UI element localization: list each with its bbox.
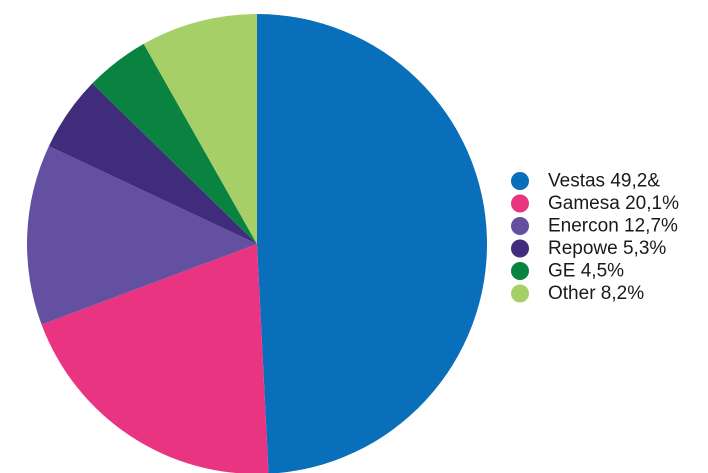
legend-label-1: Gamesa 20,1% bbox=[548, 193, 679, 214]
legend-swatch-2 bbox=[511, 217, 529, 235]
legend-label-4: GE 4,5% bbox=[548, 261, 624, 282]
pie-slice-3 bbox=[48, 83, 257, 244]
legend-swatch-3 bbox=[511, 239, 529, 258]
legend-swatch-5 bbox=[511, 284, 529, 303]
pie-slice-2 bbox=[26, 146, 257, 325]
legend-label-0: Vestas 49,2& bbox=[548, 171, 660, 192]
pie-slice-0 bbox=[257, 14, 488, 473]
legend-label-3: Repowe 5,3% bbox=[548, 238, 666, 259]
pie-slice-1 bbox=[41, 244, 269, 473]
legend-swatch-4 bbox=[511, 262, 529, 280]
pie-slice-4 bbox=[92, 43, 257, 244]
legend-swatch-0 bbox=[511, 172, 529, 190]
pie-slices bbox=[26, 14, 488, 473]
legend-label-5: Other 8,2% bbox=[548, 283, 644, 304]
pie-slice-5 bbox=[143, 14, 257, 244]
legend-label-2: Enercon 12,7% bbox=[548, 216, 678, 237]
legend-swatch-1 bbox=[511, 194, 529, 213]
legend: Vestas 49,2&Gamesa 20,1%Enercon 12,7%Rep… bbox=[511, 171, 679, 304]
